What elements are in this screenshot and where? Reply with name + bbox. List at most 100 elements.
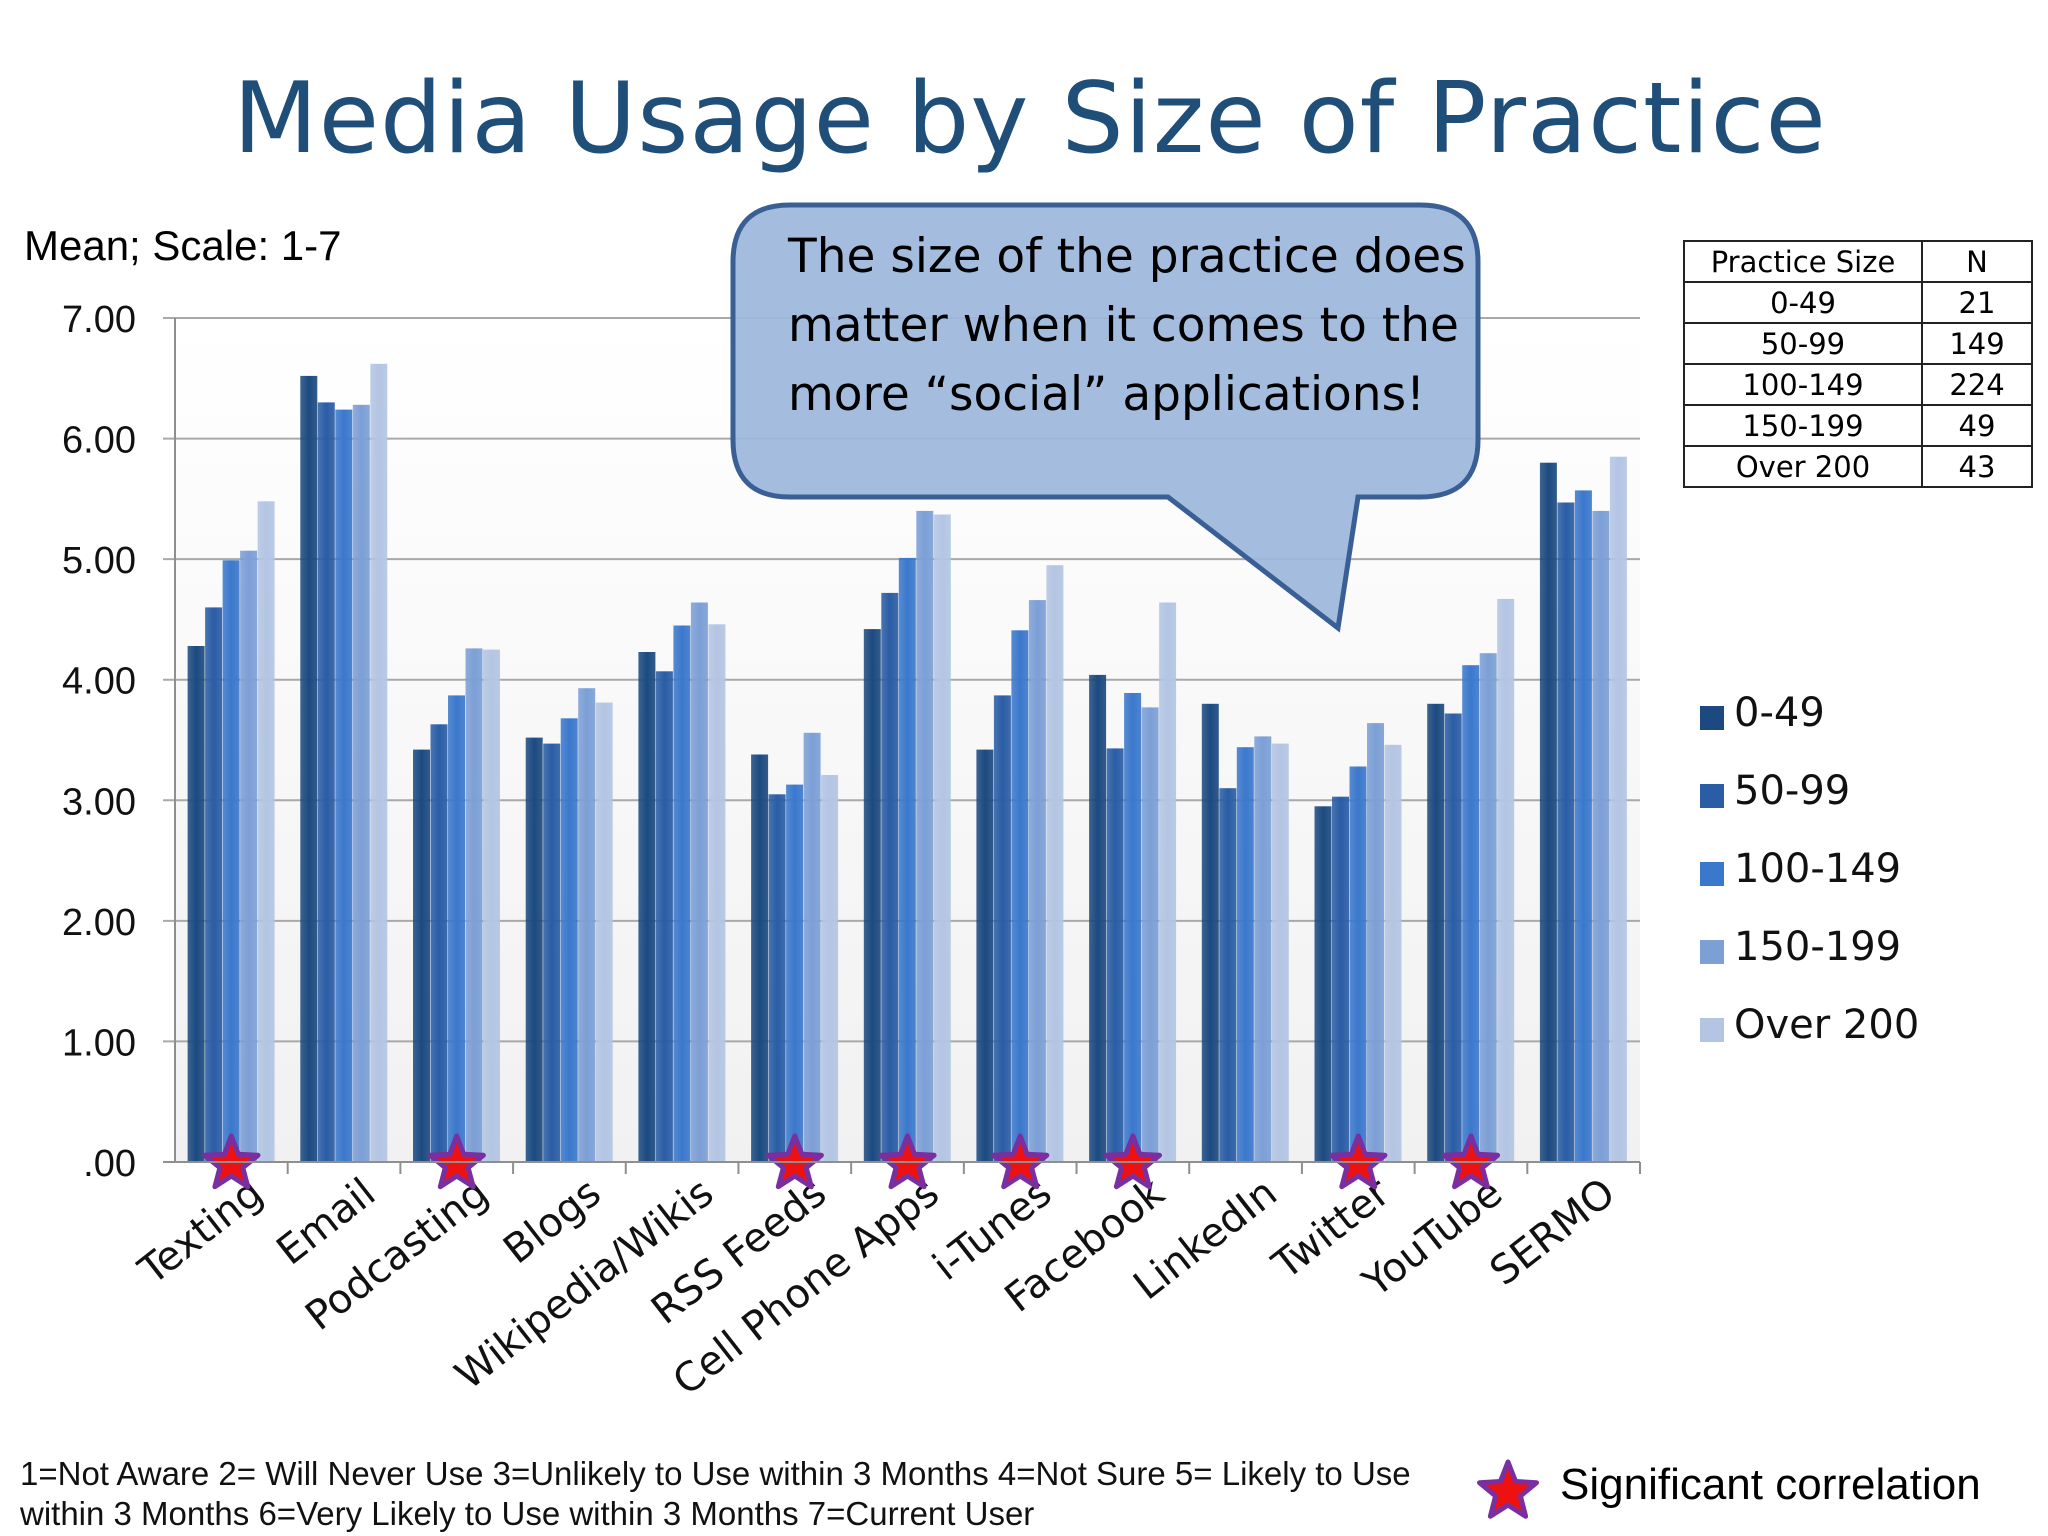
callout-text: The size of the practice does matter whe… [788,229,1466,422]
y-tick-label: 2.00 [62,902,136,944]
callout-bubble [730,202,1481,633]
bar [993,695,1011,1162]
legend-label: 100-149 [1734,846,1902,892]
bar [595,702,613,1162]
bar [1271,743,1289,1162]
bar [1314,806,1332,1162]
bar [1124,693,1142,1162]
bar [1592,510,1610,1162]
bar [1462,665,1480,1162]
bar [317,402,335,1162]
bar [1159,602,1177,1162]
table-cell-size: 100-149 [1683,363,1923,406]
bar [578,688,596,1162]
legend-swatch [1700,940,1724,964]
bar [638,652,656,1162]
bar [1046,565,1064,1162]
bar [1106,748,1124,1162]
table-cell-n: 49 [1921,404,2033,447]
bar [1349,766,1367,1162]
bar [1028,600,1046,1162]
legend-swatch [1700,784,1724,808]
y-tick-label: 5.00 [62,540,136,582]
bar [898,557,916,1162]
bar [257,501,275,1162]
table-row: Over 200 43 [1683,445,2033,488]
table-row: 150-199 49 [1683,404,2033,447]
table-header-row: Practice Size N [1683,240,2033,283]
bar [1574,490,1592,1162]
bar [1254,736,1272,1162]
x-tick-label: Texting [130,1170,272,1295]
legend-swatch [1700,706,1724,730]
significance-star-icon [1477,1459,1539,1519]
table-cell-size: 0-49 [1683,281,1923,324]
y-tick-label: 7.00 [62,299,136,341]
bar [1384,744,1402,1162]
bar [370,363,388,1162]
y-tick-label: 4.00 [62,661,136,703]
table-cell-size: 150-199 [1683,404,1923,447]
bar [1089,674,1107,1162]
bar [863,629,881,1162]
table-header-practice-size: Practice Size [1683,240,1923,283]
table-cell-n: 21 [1921,281,2033,324]
bar [543,743,561,1162]
bar [335,409,353,1163]
bar [1011,630,1029,1162]
bar [786,784,804,1162]
bar [1219,788,1237,1162]
bar [1332,796,1349,1162]
legend-swatch [1700,862,1724,886]
legend-label: 0-49 [1734,690,1825,736]
scale-footnote: 1=Not Aware 2= Will Never Use 3=Unlikely… [20,1455,1411,1532]
bar [933,514,951,1162]
bar [881,592,899,1162]
bar [1201,703,1219,1162]
bar [821,775,839,1162]
bar [465,648,483,1162]
significance-label: Significant correlation [1560,1460,1981,1509]
table-row: 100-149 224 [1683,363,2033,406]
slide-title: Media Usage by Size of Practice [233,62,1827,176]
bar [1444,713,1462,1162]
bar [708,624,726,1162]
table-cell-size: Over 200 [1683,445,1923,488]
bar [1609,456,1627,1162]
legend-swatch [1700,1018,1724,1042]
bar [1367,723,1384,1162]
bar [187,646,205,1162]
bar [352,404,370,1162]
legend-label: 50-99 [1734,768,1851,814]
bar [413,749,430,1162]
bar [205,607,223,1162]
table-cell-size: 50-99 [1683,322,1923,365]
table-cell-n: 43 [1921,445,2033,488]
bar [448,695,465,1162]
table-row: 50-99 149 [1683,322,2033,365]
table-cell-n: 224 [1921,363,2033,406]
bar [1539,462,1557,1162]
legend-label: 150-199 [1734,924,1902,970]
bar [525,737,543,1162]
bar [560,718,578,1162]
y-tick-label: 6.00 [62,420,136,462]
bar [1479,653,1497,1162]
y-tick-label: .00 [83,1143,136,1185]
table-row: 0-49 21 [1683,281,2033,324]
bar [300,375,318,1162]
bar [483,649,500,1162]
bar [655,671,673,1162]
x-tick-label: SERMO [1482,1170,1624,1295]
scale-note: Mean; Scale: 1-7 [24,222,342,269]
bar [1557,502,1575,1162]
bar [222,560,240,1162]
bar [430,724,448,1162]
table-header-n: N [1921,240,2033,283]
bar [768,794,786,1162]
bar [1141,707,1159,1162]
bar [976,749,994,1162]
bar [916,510,934,1162]
bar [1236,747,1254,1162]
